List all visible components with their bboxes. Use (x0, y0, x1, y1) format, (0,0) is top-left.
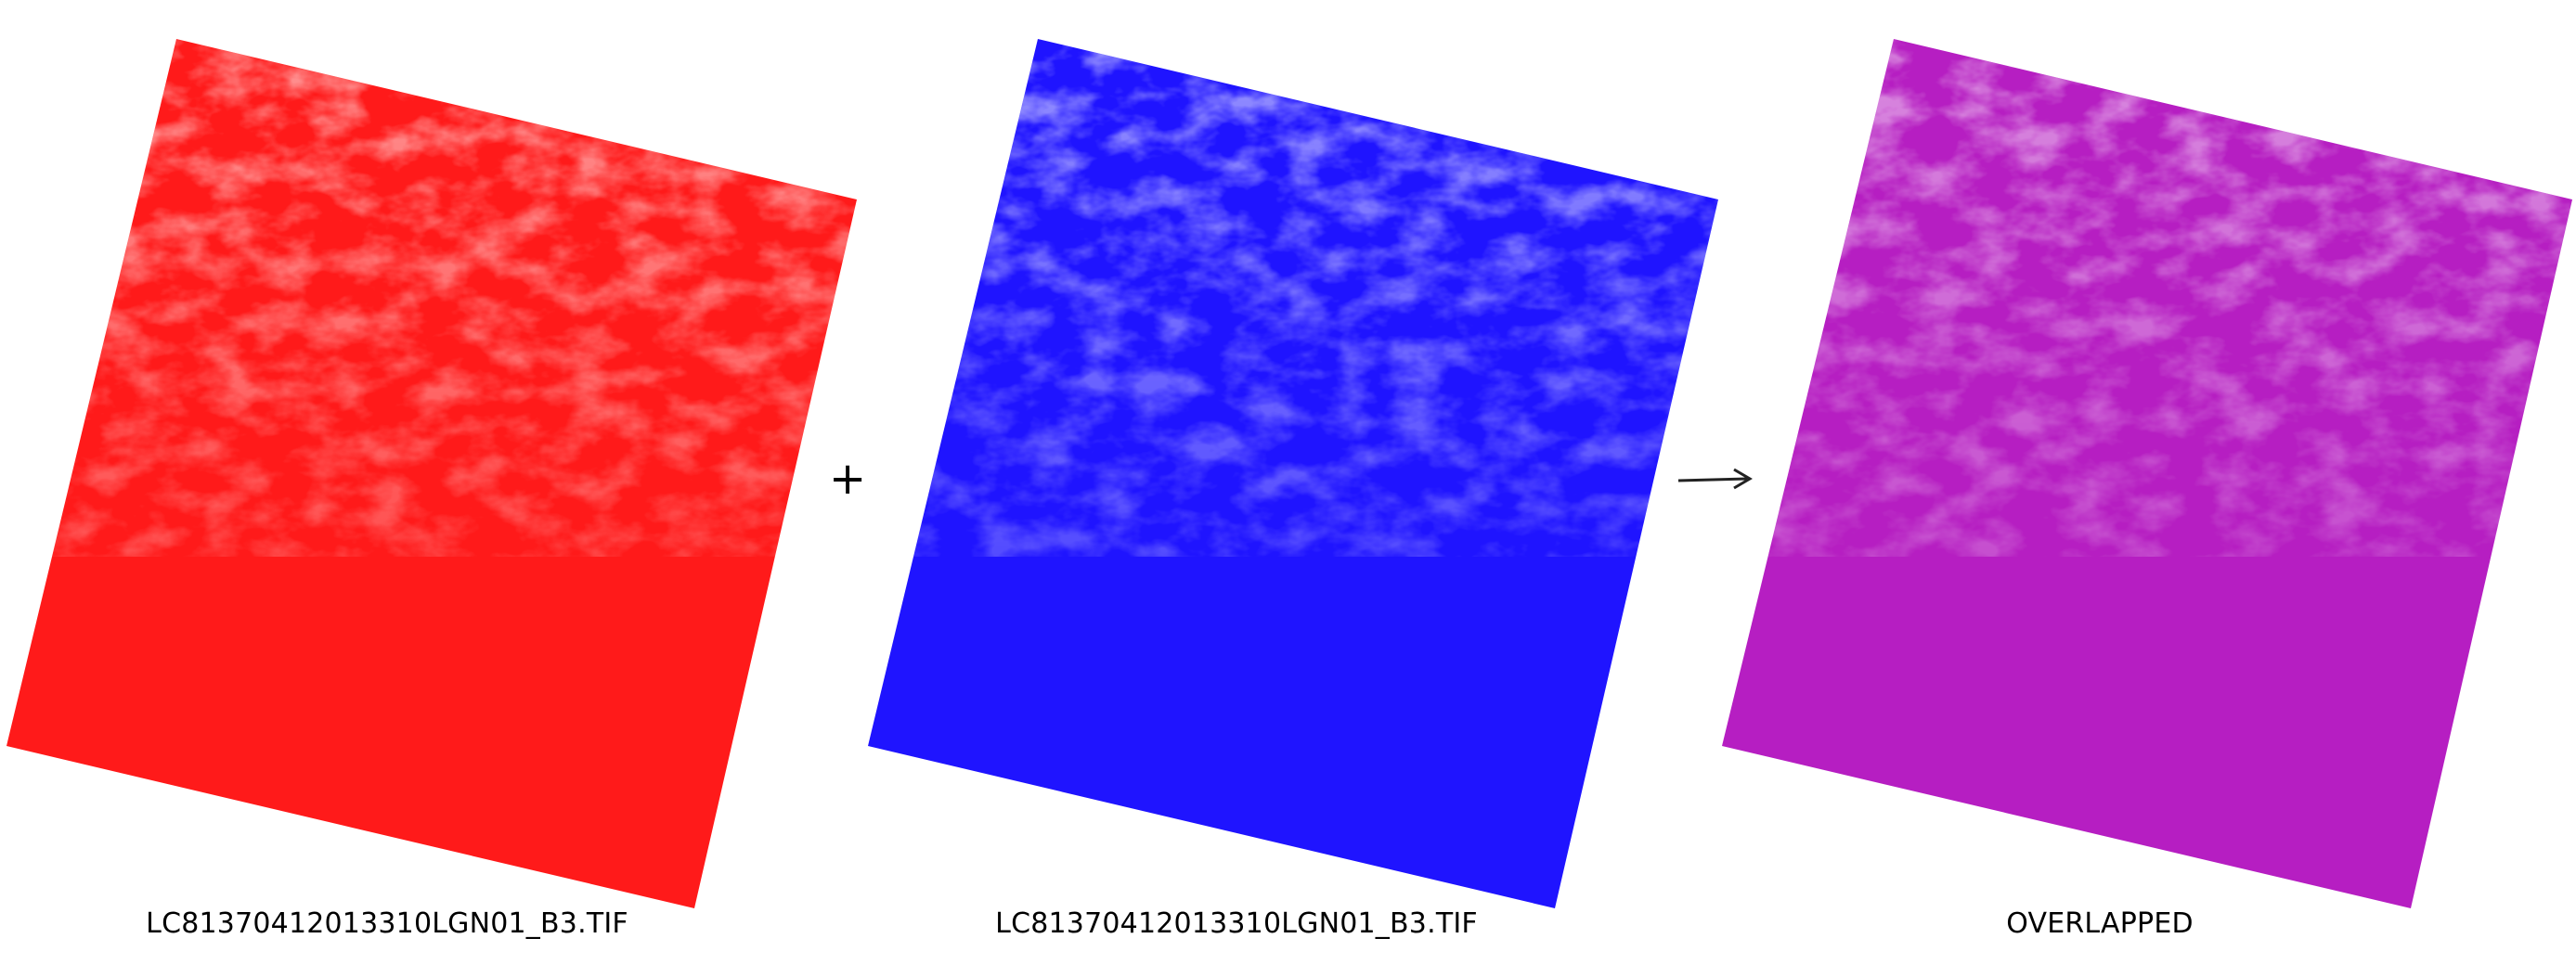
result-caption: OVERLAPPED (2006, 907, 2194, 940)
left-band-image (6, 39, 857, 908)
middle-caption: LC81370412013310LGN01_B3.TIF (995, 907, 1478, 940)
middle-band-image (868, 39, 1718, 908)
overlapped-image (1722, 39, 2572, 908)
arrow-right-icon (1677, 468, 1753, 490)
plus-operator: + (829, 453, 867, 505)
left-caption: LC81370412013310LGN01_B3.TIF (146, 907, 628, 940)
